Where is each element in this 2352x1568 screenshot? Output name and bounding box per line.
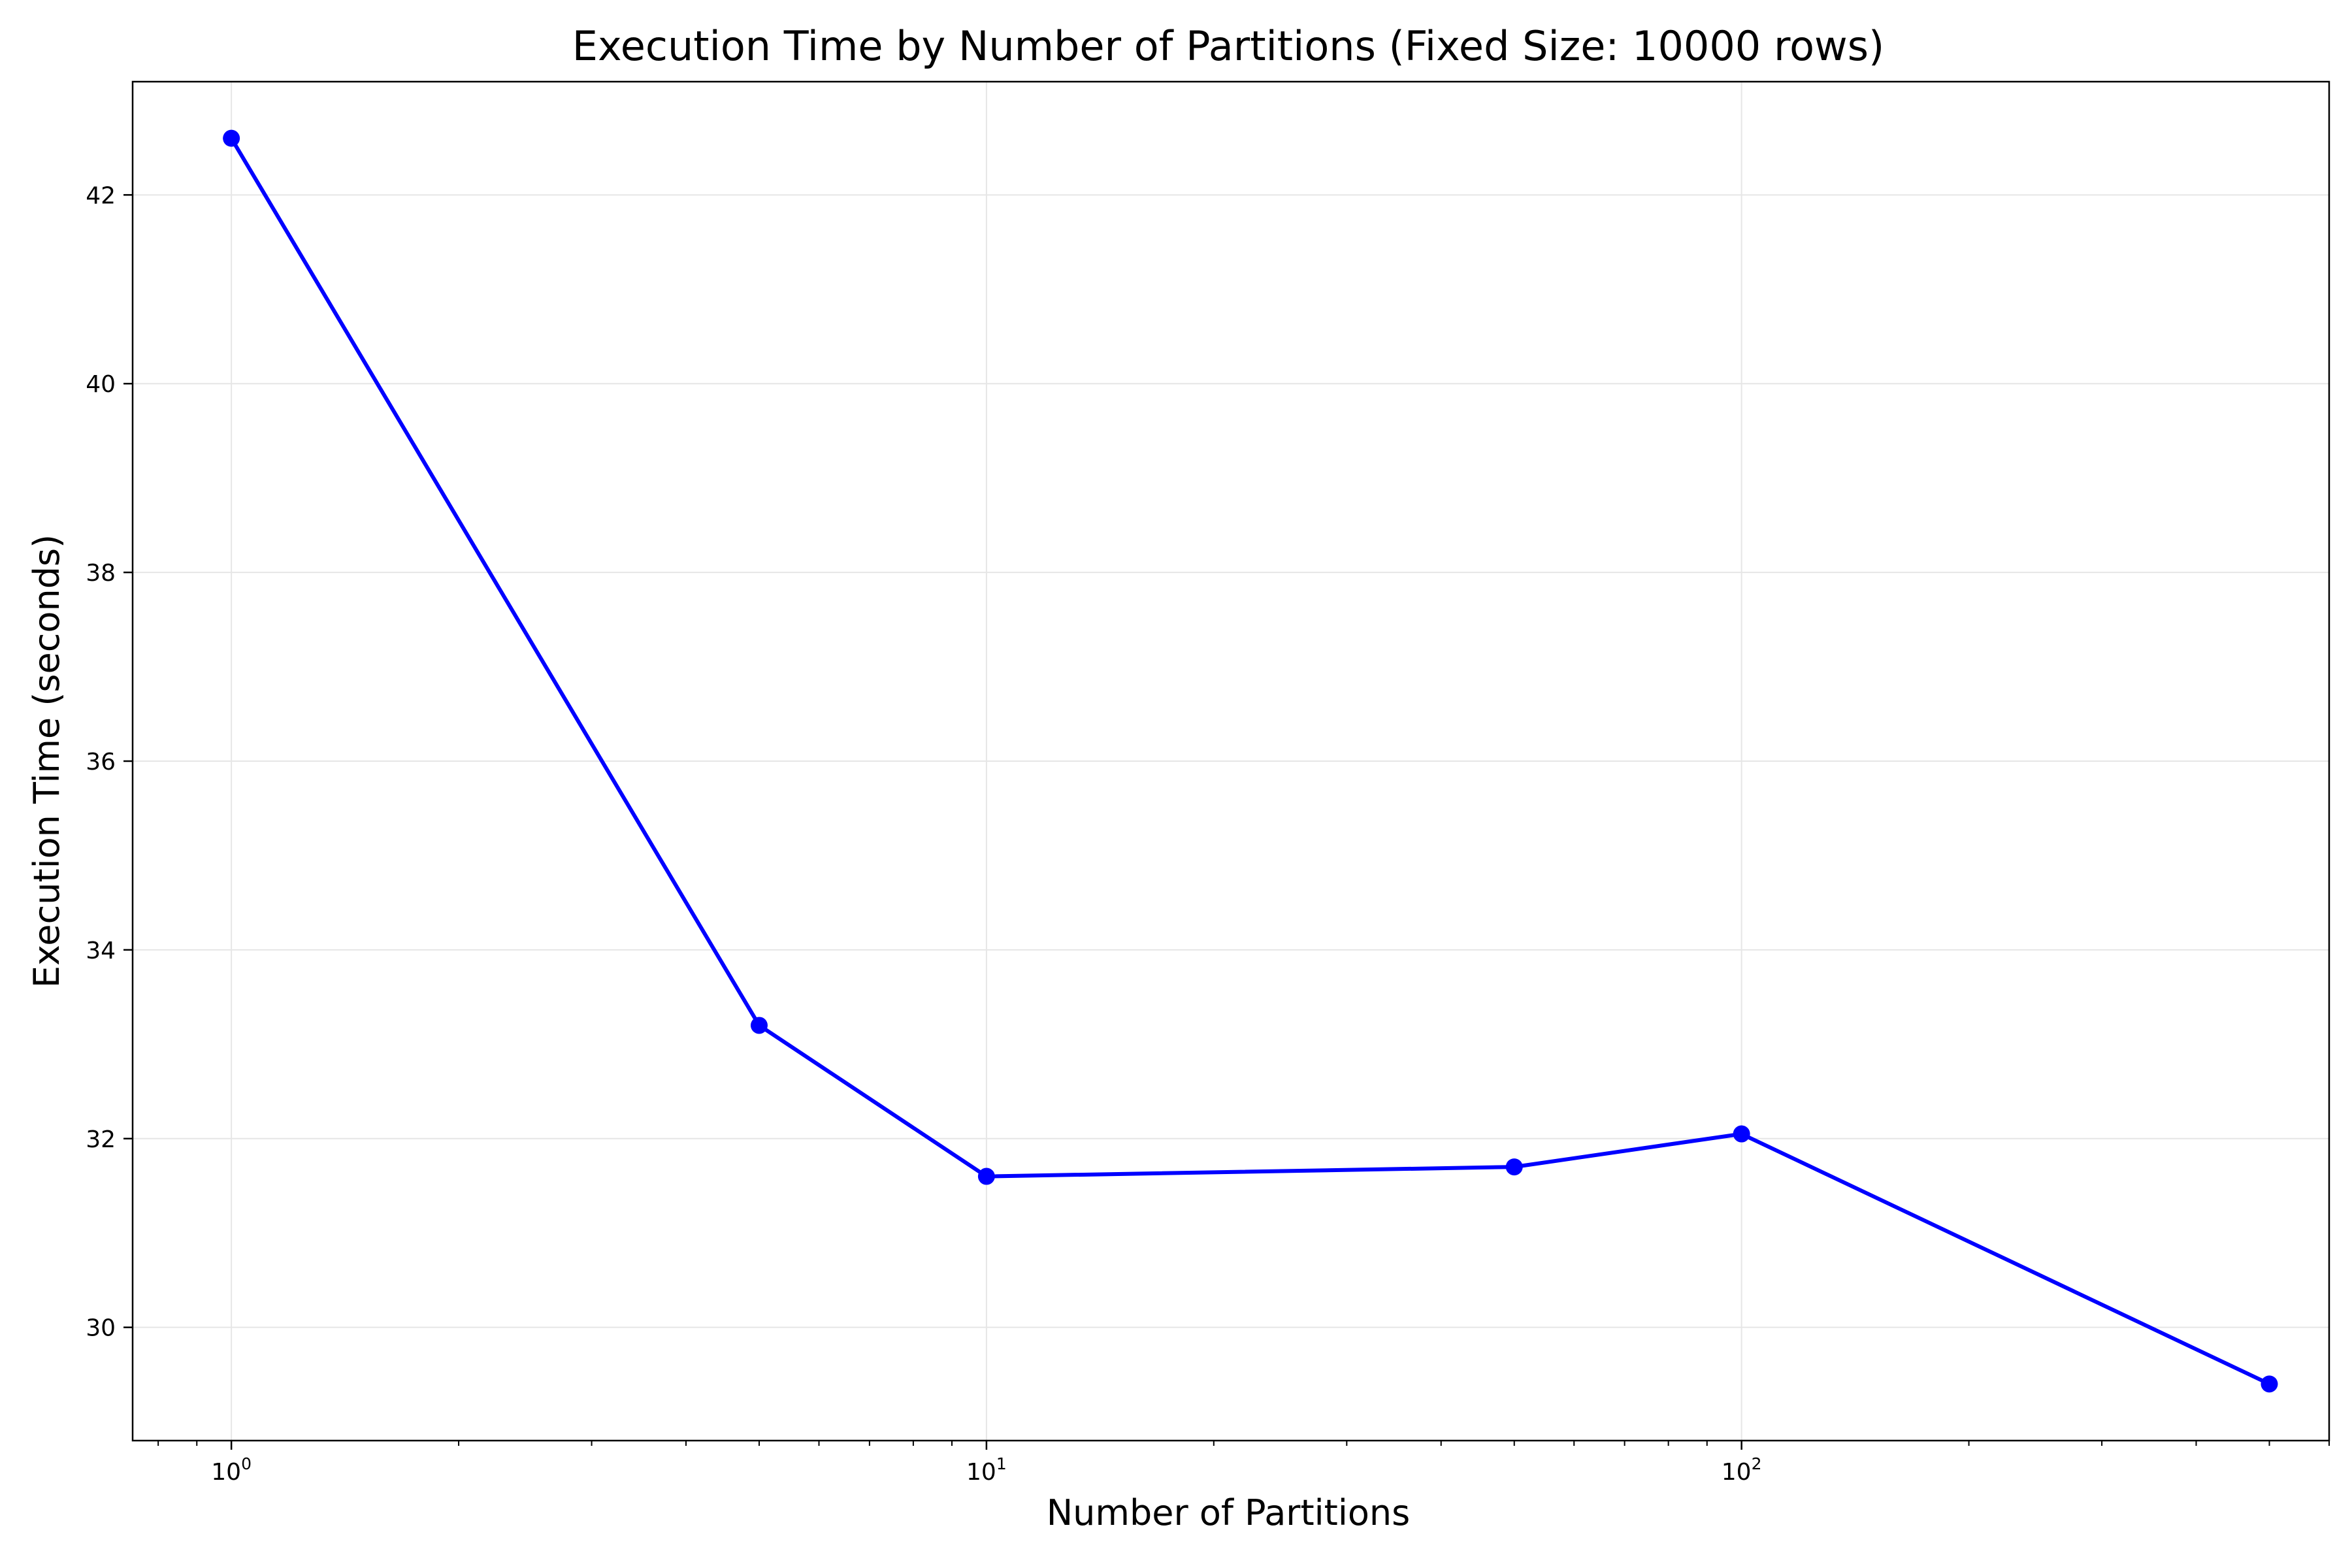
series-line	[229, 137, 2270, 1386]
y-tick-label: 42	[86, 182, 116, 209]
y-tick-label: 36	[86, 749, 116, 776]
y-tick-label: 38	[86, 560, 116, 587]
y-tick-label: 34	[86, 938, 116, 964]
y-axis-label: Execution Time (seconds)	[26, 534, 67, 988]
data-point	[2261, 1375, 2278, 1393]
grid-layer	[133, 82, 2329, 1441]
data-point	[223, 129, 240, 147]
y-tick-label: 40	[86, 371, 116, 398]
x-tick-label: 100	[211, 1454, 252, 1486]
data-point	[1505, 1158, 1523, 1176]
x-axis-label: Number of Partitions	[1047, 1492, 1410, 1533]
series-layer	[223, 129, 2278, 1393]
x-tick-label: 102	[1722, 1454, 1762, 1486]
x-tick-label: 101	[966, 1454, 1007, 1486]
ticks-layer: 30 32 34 36 38 40 42 100 101 102	[86, 182, 2330, 1486]
data-point	[750, 1017, 768, 1034]
data-point	[977, 1168, 995, 1185]
chart-title: Execution Time by Number of Partitions (…	[572, 22, 1884, 70]
y-tick-label: 30	[86, 1315, 116, 1342]
data-point	[1733, 1125, 1750, 1143]
y-tick-label: 32	[86, 1126, 116, 1153]
